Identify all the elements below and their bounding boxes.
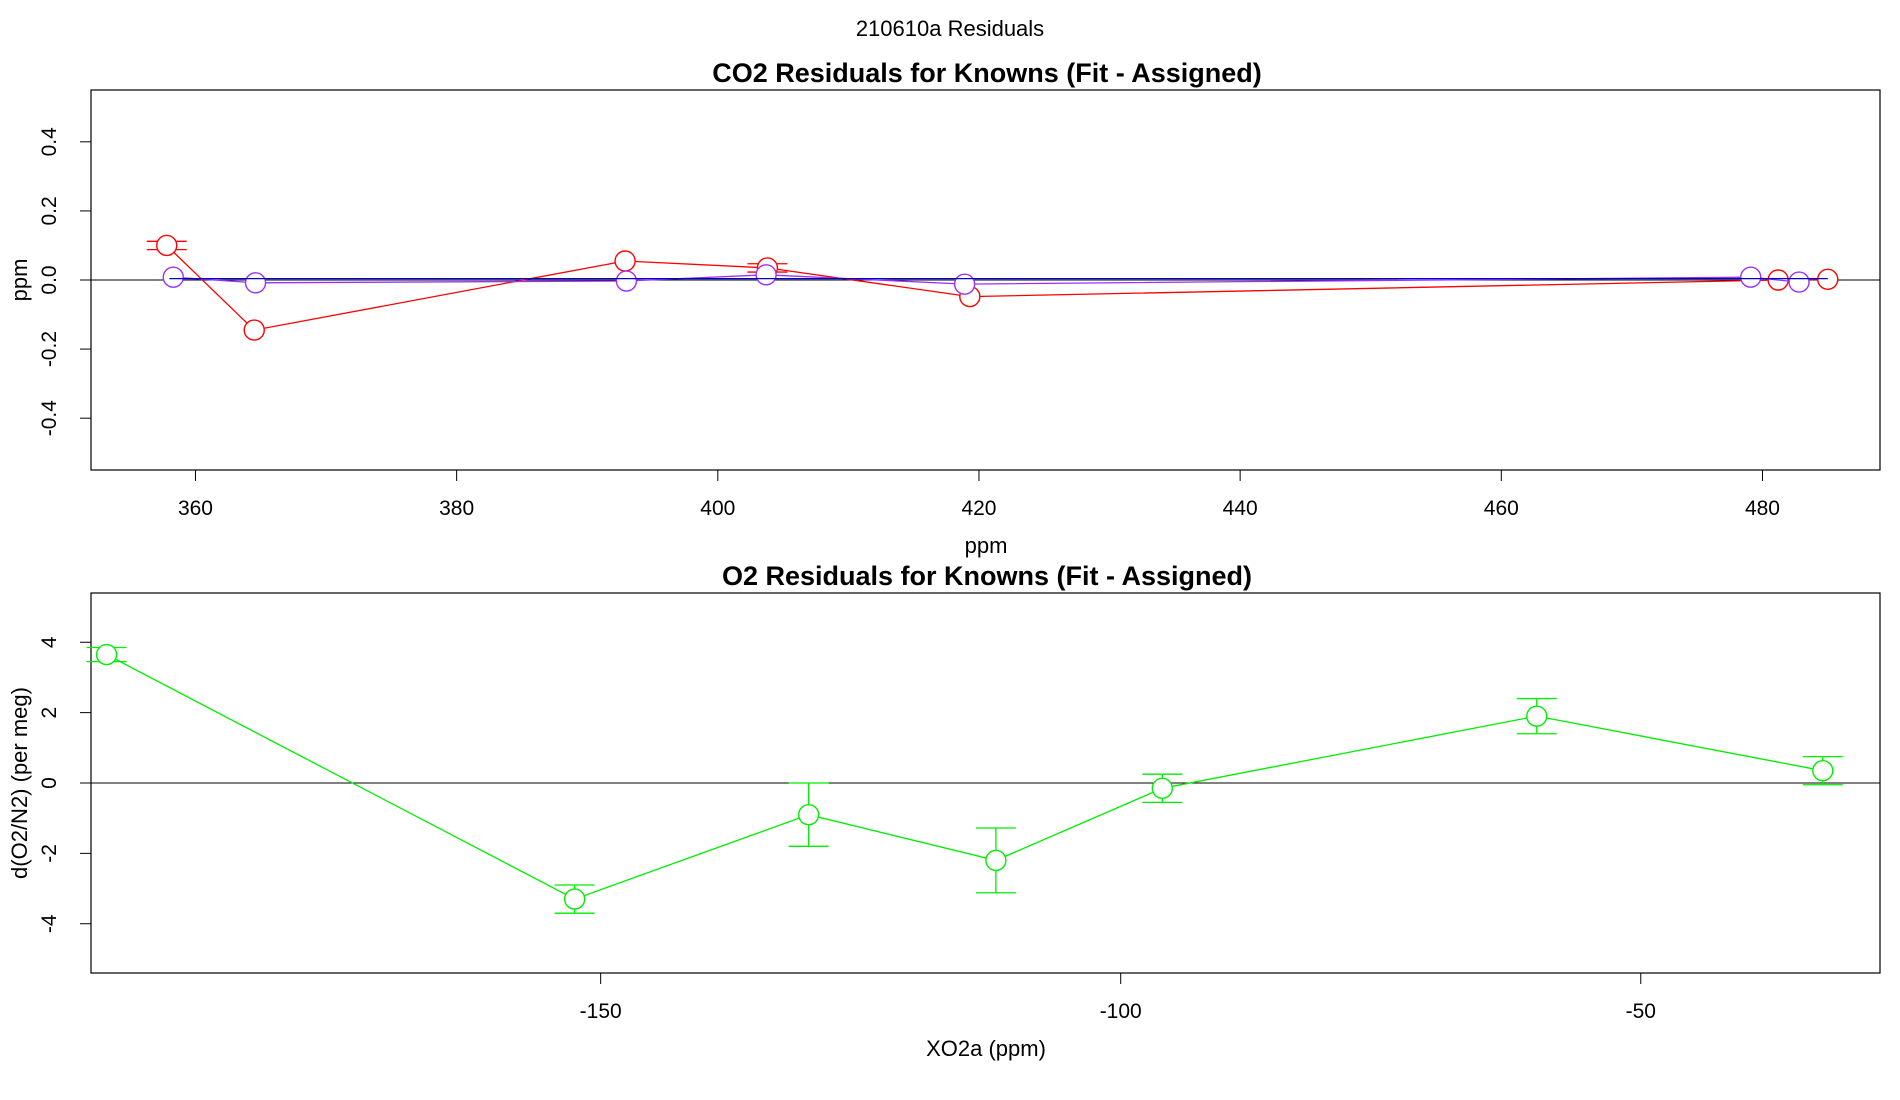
co2-y-tick-label: 0.2 (38, 196, 61, 225)
co2-data-point (243, 319, 265, 341)
o2-data-point (1526, 705, 1548, 727)
o2-y-axis: -4 -2 0 2 4 (38, 636, 91, 933)
o2-data-point (1151, 777, 1174, 799)
co2-y-tick-label: 0.4 (38, 127, 61, 157)
o2-series-line (106, 654, 1823, 900)
o2-series (86, 643, 1843, 914)
o2-x-axis-title: XO2a (ppm) (926, 1036, 1046, 1061)
o2-y-tick-label: -2 (38, 844, 61, 863)
co2-x-tick-label: 360 (178, 497, 213, 520)
co2-y-tick-label: 0.0 (38, 265, 61, 294)
co2-series-0 (146, 234, 1839, 341)
co2-data-point (755, 264, 777, 286)
co2-data-point (1817, 268, 1839, 291)
o2-x-axis: -150 -100 -50 (580, 973, 1656, 1023)
o2-data-point (797, 803, 820, 826)
o2-y-tick-label: 0 (38, 777, 61, 789)
o2-x-tick-label: -100 (1100, 1000, 1142, 1023)
o2-data-point (95, 643, 118, 666)
co2-data-point (615, 270, 638, 292)
co2-data-point (953, 273, 976, 295)
co2-y-axis: -0.4 -0.2 0.0 0.2 0.4 (38, 127, 91, 436)
co2-x-tick-label: 440 (1223, 497, 1258, 520)
o2-y-tick-label: 2 (38, 707, 61, 719)
co2-series (146, 234, 1839, 341)
o2-series-0 (86, 643, 1843, 914)
co2-series-line (173, 274, 1800, 285)
co2-y-tick-label: -0.4 (38, 400, 61, 437)
co2-x-axis-title: ppm (965, 533, 1008, 558)
o2-data-point (1812, 759, 1834, 782)
co2-data-point (614, 250, 636, 272)
co2-x-axis: 360 380 400 420 440 460 480 (178, 470, 1780, 520)
co2-y-axis-title: ppm (7, 259, 32, 302)
o2-data-point (985, 849, 1007, 872)
o2-residuals-panel: O2 Residuals for Knowns (Fit - Assigned)… (7, 561, 1881, 1061)
co2-x-tick-label: 460 (1484, 497, 1519, 520)
co2-x-tick-label: 380 (439, 497, 474, 520)
co2-data-point (244, 272, 267, 294)
o2-y-tick-label: 4 (38, 636, 61, 648)
o2-data-point (563, 888, 586, 910)
o2-y-axis-title: d(O2/N2) (per meg) (7, 687, 32, 879)
co2-series-line (166, 245, 1828, 331)
co2-x-tick-label: 420 (961, 497, 996, 520)
co2-x-tick-label: 400 (700, 497, 735, 520)
figure-title: 210610a Residuals (856, 16, 1044, 41)
o2-x-tick-label: -150 (580, 1000, 622, 1023)
co2-data-point (162, 266, 184, 288)
co2-data-point (156, 234, 178, 257)
co2-data-point (1788, 271, 1810, 293)
co2-y-tick-label: -0.2 (38, 331, 61, 367)
co2-series-1 (162, 264, 1810, 295)
o2-y-tick-label: -4 (38, 914, 61, 933)
co2-plot-title: CO2 Residuals for Knowns (Fit - Assigned… (712, 58, 1262, 88)
co2-data-point (1740, 266, 1762, 288)
o2-x-tick-label: -50 (1626, 1000, 1656, 1023)
co2-residuals-panel: CO2 Residuals for Knowns (Fit - Assigned… (7, 58, 1881, 558)
co2-x-tick-label: 480 (1745, 497, 1780, 520)
o2-plot-title: O2 Residuals for Knowns (Fit - Assigned) (722, 561, 1252, 591)
